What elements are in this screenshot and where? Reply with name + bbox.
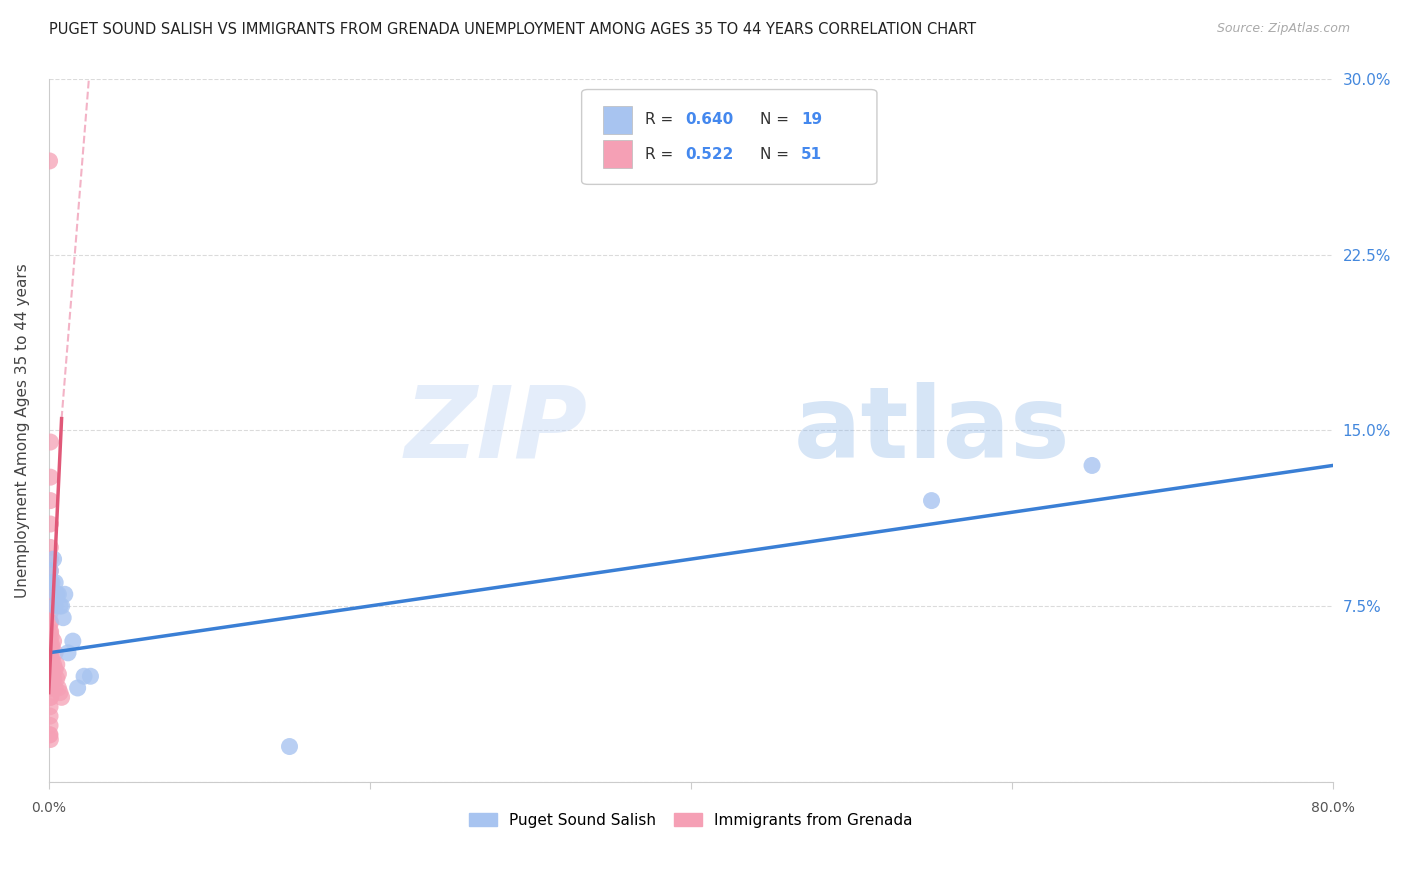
- Point: [39, 681, 62, 695]
- Point: [44, 575, 66, 590]
- Point: [49, 686, 72, 700]
- Point: [39, 728, 62, 742]
- Point: [921, 493, 943, 508]
- Bar: [603, 105, 631, 134]
- Text: 0.640: 0.640: [686, 112, 734, 128]
- Text: PUGET SOUND SALISH VS IMMIGRANTS FROM GRENADA UNEMPLOYMENT AMONG AGES 35 TO 44 Y: PUGET SOUND SALISH VS IMMIGRANTS FROM GR…: [49, 22, 976, 37]
- Point: [41, 653, 63, 667]
- Point: [39, 587, 62, 601]
- Point: [39, 699, 62, 714]
- Point: [39, 564, 62, 578]
- Point: [48, 587, 70, 601]
- Point: [39, 606, 62, 620]
- Point: [39, 575, 62, 590]
- Text: atlas: atlas: [793, 382, 1070, 479]
- Point: [49, 599, 72, 613]
- Text: N =: N =: [761, 146, 794, 161]
- Point: [39, 493, 62, 508]
- Point: [39, 629, 62, 643]
- Point: [42, 657, 65, 672]
- Text: 51: 51: [801, 146, 823, 161]
- Point: [44, 599, 66, 613]
- Text: N =: N =: [761, 112, 794, 128]
- Point: [39, 516, 62, 531]
- Point: [51, 599, 73, 613]
- Point: [44, 681, 66, 695]
- Bar: [603, 140, 631, 169]
- Point: [39, 634, 62, 648]
- Point: [39, 643, 62, 657]
- Point: [45, 587, 67, 601]
- Text: R =: R =: [644, 146, 678, 161]
- Point: [39, 690, 62, 705]
- Point: [42, 672, 65, 686]
- Point: [48, 667, 70, 681]
- Point: [278, 739, 301, 754]
- Point: [45, 672, 67, 686]
- Point: [39, 615, 62, 630]
- Point: [44, 662, 66, 676]
- Legend: Puget Sound Salish, Immigrants from Grenada: Puget Sound Salish, Immigrants from Gren…: [463, 806, 918, 834]
- Point: [39, 653, 62, 667]
- Point: [39, 564, 62, 578]
- Y-axis label: Unemployment Among Ages 35 to 44 years: Unemployment Among Ages 35 to 44 years: [15, 263, 30, 598]
- Point: [41, 575, 63, 590]
- Point: [39, 541, 62, 555]
- FancyBboxPatch shape: [582, 89, 877, 185]
- Point: [39, 639, 62, 653]
- Point: [39, 624, 62, 639]
- Point: [73, 669, 96, 683]
- Point: [39, 657, 62, 672]
- Point: [39, 718, 62, 732]
- Point: [39, 709, 62, 723]
- Point: [56, 646, 79, 660]
- Text: 19: 19: [801, 112, 823, 128]
- Point: [39, 624, 62, 639]
- Point: [52, 610, 75, 624]
- Point: [53, 587, 76, 601]
- Point: [62, 634, 84, 648]
- Point: [45, 657, 67, 672]
- Text: 0.0%: 0.0%: [31, 801, 66, 815]
- Point: [39, 435, 62, 450]
- Point: [42, 634, 65, 648]
- Point: [39, 615, 62, 630]
- Point: [79, 669, 101, 683]
- Text: Source: ZipAtlas.com: Source: ZipAtlas.com: [1216, 22, 1350, 36]
- Point: [39, 681, 62, 695]
- Text: 0.522: 0.522: [686, 146, 734, 161]
- Point: [39, 690, 62, 705]
- Point: [42, 552, 65, 566]
- Text: ZIP: ZIP: [405, 382, 588, 479]
- Point: [66, 681, 89, 695]
- Point: [39, 667, 62, 681]
- Point: [39, 648, 62, 663]
- Point: [41, 669, 63, 683]
- Point: [39, 599, 62, 613]
- Point: [48, 681, 70, 695]
- Point: [51, 690, 73, 705]
- Point: [38, 153, 60, 168]
- Text: R =: R =: [644, 112, 678, 128]
- Point: [39, 672, 62, 686]
- Point: [44, 646, 66, 660]
- Point: [39, 662, 62, 676]
- Point: [39, 552, 62, 566]
- Point: [1081, 458, 1104, 473]
- Point: [41, 639, 63, 653]
- Text: 80.0%: 80.0%: [1310, 801, 1355, 815]
- Point: [38, 728, 60, 742]
- Point: [39, 732, 62, 747]
- Point: [39, 470, 62, 484]
